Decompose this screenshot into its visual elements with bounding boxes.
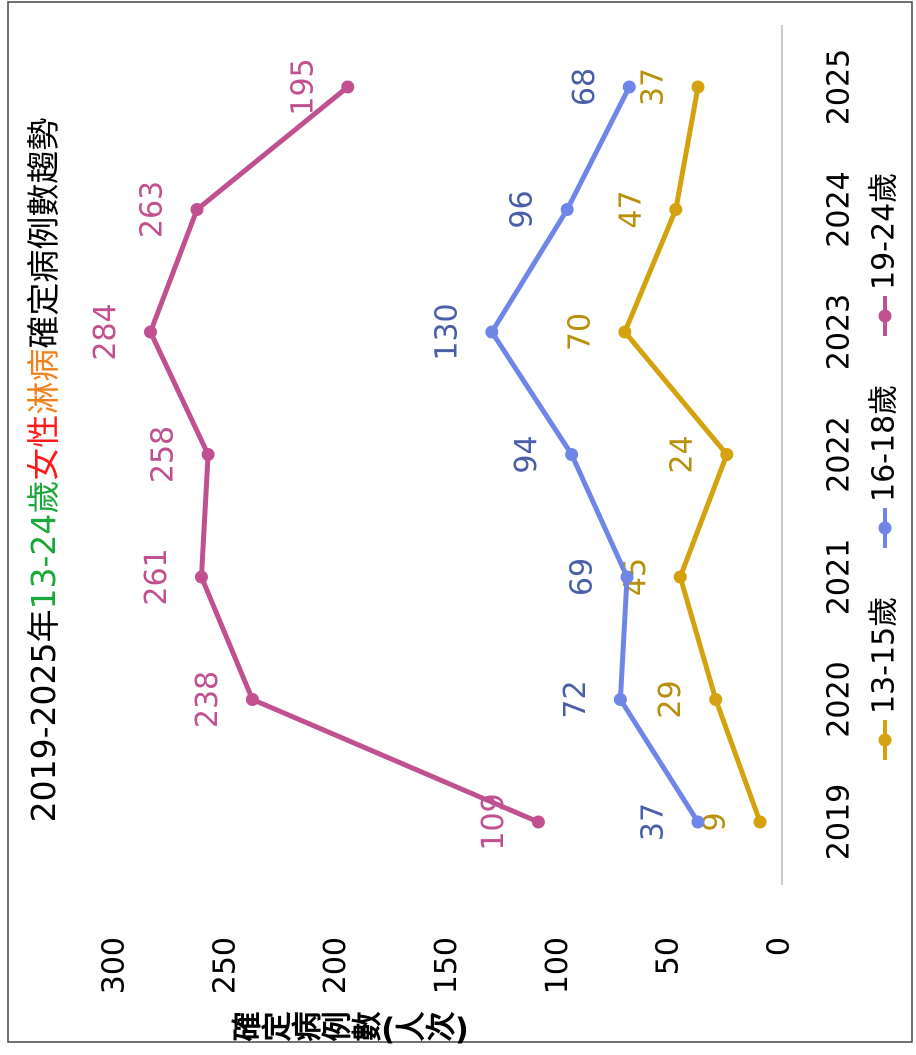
data-label: 37 [635, 803, 670, 841]
title-part: 2019-2025年 [24, 610, 63, 823]
rotated-plot: 2019-2025年13-24歲女性淋病確定病例數趨勢 確定病例數(人次) 0 5… [24, 25, 902, 1048]
data-point [691, 80, 705, 94]
y-tick-label: 50 [651, 937, 686, 975]
data-label: 263 [135, 181, 170, 238]
data-point [673, 570, 687, 584]
y-tick-label: 150 [429, 937, 464, 994]
data-point [613, 693, 627, 706]
data-label: 109 [476, 793, 511, 850]
data-point [485, 325, 499, 339]
data-point [669, 203, 683, 216]
title-part: 淋病 [24, 349, 63, 415]
title-part: 確定病例數趨勢 [24, 118, 63, 349]
data-label: 94 [509, 435, 544, 473]
data-point [709, 693, 723, 706]
legend-label: 19-24歲 [867, 173, 902, 290]
chart-title: 2019-2025年13-24歲女性淋病確定病例數趨勢 [24, 118, 63, 823]
x-tick-label: 2022 [822, 416, 857, 492]
data-label: 9 [698, 812, 733, 831]
x-tick-label: 2024 [822, 171, 857, 247]
data-label: 96 [505, 190, 540, 228]
data-point [194, 570, 208, 584]
y-tick-label: 100 [540, 937, 575, 994]
y-axis-label: 確定病例數(人次) [231, 1012, 468, 1048]
data-point [341, 80, 355, 94]
x-tick-label: 2025 [822, 49, 857, 125]
data-label: 284 [88, 303, 123, 360]
legend-label: 13-15歲 [867, 597, 902, 714]
legend-marker [878, 521, 892, 535]
title-part: 女性 [24, 415, 63, 481]
data-label: 37 [635, 68, 670, 106]
data-label: 130 [429, 303, 464, 360]
data-label: 69 [565, 558, 600, 596]
data-point [565, 448, 579, 461]
legend-marker [878, 733, 892, 747]
data-label: 70 [562, 313, 597, 351]
y-tick-label: 0 [762, 937, 797, 956]
data-point [620, 570, 634, 584]
data-label: 29 [653, 680, 688, 718]
data-label: 238 [190, 671, 225, 728]
data-point [245, 693, 259, 706]
x-tick-label: 2020 [822, 661, 857, 737]
data-point [531, 815, 545, 829]
x-tick-label: 2021 [822, 539, 857, 615]
data-point [622, 80, 636, 94]
data-point [560, 203, 574, 216]
data-point [691, 815, 705, 829]
data-point [720, 448, 734, 461]
y-tick-label: 250 [207, 937, 242, 994]
data-label: 261 [139, 548, 174, 605]
title-part: 13-24歲 [24, 481, 63, 610]
legend-label: 16-18歲 [867, 385, 902, 502]
data-point [190, 203, 204, 216]
x-tick-label: 2023 [822, 294, 857, 370]
data-label: 47 [613, 190, 648, 228]
data-label: 68 [567, 68, 602, 106]
y-tick-label: 300 [97, 937, 132, 994]
y-tick-label: 200 [318, 937, 353, 994]
data-point [143, 325, 157, 339]
data-point [753, 815, 767, 829]
data-label: 195 [285, 58, 320, 115]
data-point [201, 448, 215, 461]
x-tick-label: 2019 [822, 784, 857, 860]
frame [7, 1, 913, 1043]
data-label: 258 [146, 426, 181, 483]
legend-marker [878, 309, 892, 323]
data-label: 72 [558, 680, 593, 718]
data-point [618, 325, 632, 339]
data-label: 24 [664, 435, 699, 473]
